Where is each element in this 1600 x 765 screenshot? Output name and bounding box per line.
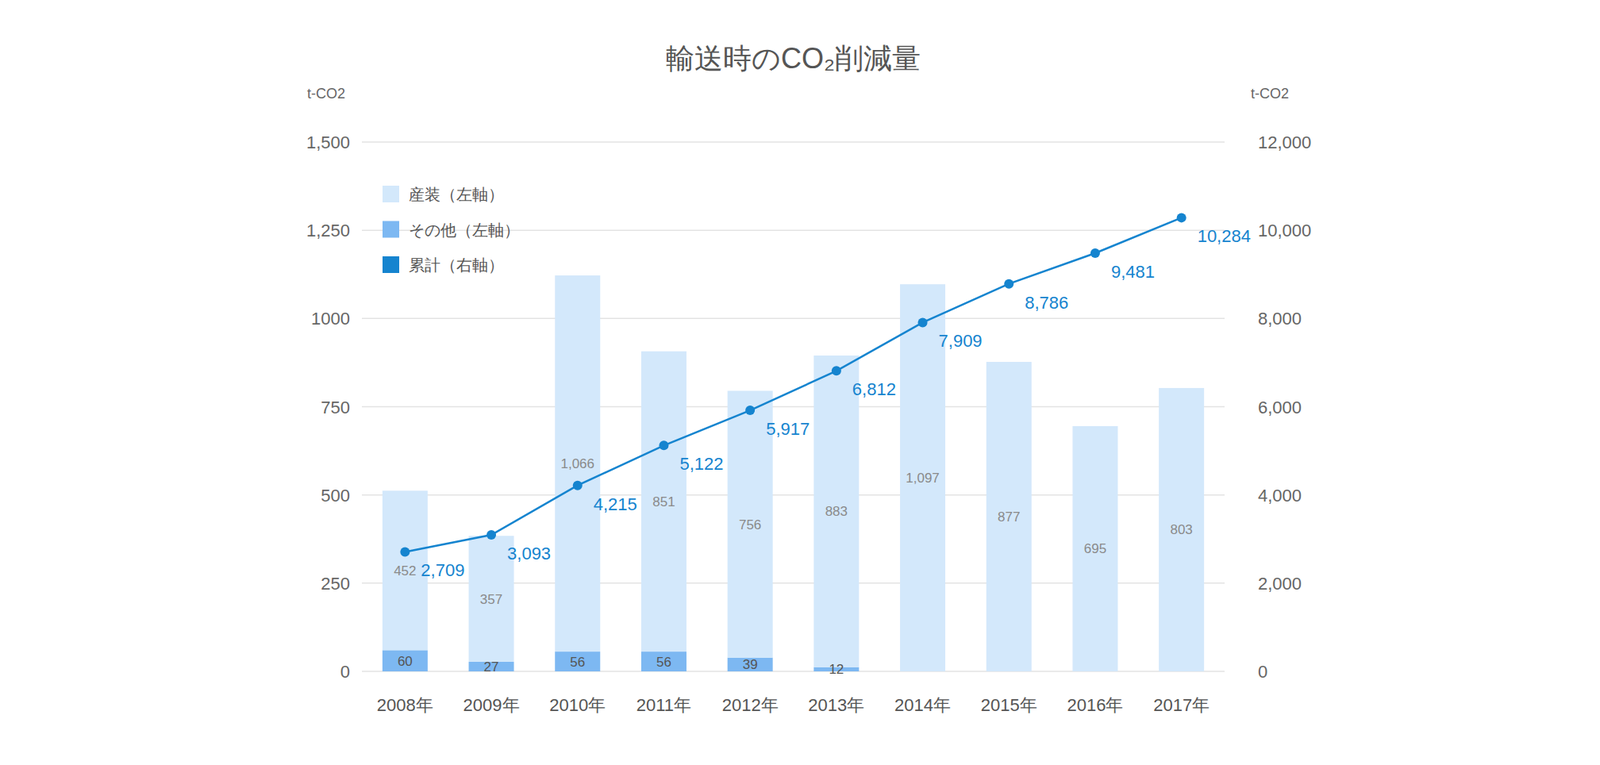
y2-axis-label: t-CO2	[1250, 85, 1289, 102]
line-label: 2,709	[420, 560, 465, 581]
bar-label: 851	[652, 494, 675, 510]
bar-label: 803	[1169, 522, 1193, 538]
y-tick-label: 750	[320, 397, 350, 418]
line-marker	[486, 530, 497, 540]
y2-tick-label: 12,000	[1257, 132, 1312, 153]
legend: 産装（左軸） その他（左軸） 累計（右軸）	[382, 185, 520, 274]
y-tick-label: 1000	[311, 308, 350, 329]
bar-label: 883	[825, 503, 848, 520]
bar-label: 56	[656, 654, 672, 670]
bar	[641, 351, 687, 652]
line-label: 5,917	[765, 419, 810, 439]
title: 輸送時のCO₂削減量	[665, 42, 921, 75]
bar-label: 39	[742, 657, 758, 673]
data-labels: 60 27 56 56 39 12 452 357 1,066 851 756 883 1,097 877…	[393, 226, 1251, 677]
grid-line	[361, 318, 1225, 320]
grid-line	[361, 406, 1225, 408]
bar-label: 12	[828, 661, 844, 677]
legend-swatch	[382, 185, 400, 203]
bar	[382, 650, 428, 672]
y2-tick	[1224, 582, 1230, 584]
plot-area	[382, 212, 1204, 672]
legend-label: その他（左軸）	[408, 221, 520, 239]
legend-label: 産装（左軸）	[408, 185, 504, 204]
y-tick-label: 0	[340, 661, 350, 682]
line-label: 3,093	[507, 543, 551, 564]
line-marker	[831, 365, 842, 376]
x-tick-label: 2008年	[376, 695, 434, 716]
x-tick-label: 2011年	[636, 695, 692, 716]
y2-tick-label: 4,000	[1257, 485, 1302, 506]
bar	[813, 355, 859, 668]
y2-tick	[1224, 671, 1230, 673]
y-axis-label: t-CO2	[307, 85, 346, 102]
y-tick-label: 500	[320, 485, 350, 506]
x-tick-label: 2014年	[894, 695, 951, 716]
y2-tick	[1224, 494, 1230, 496]
line-marker	[573, 480, 583, 491]
bar-label: 877	[997, 509, 1020, 525]
x-tick-label: 2009年	[463, 695, 520, 716]
y-tick-label: 1,250	[306, 220, 350, 241]
bar-label: 756	[738, 517, 762, 533]
x-tick-label: 2012年	[722, 695, 779, 716]
line-marker	[1176, 212, 1187, 223]
bar	[641, 651, 687, 672]
bar-label: 695	[1084, 541, 1107, 557]
line-label: 9,481	[1111, 261, 1155, 282]
y2-tick-label: 10,000	[1257, 220, 1312, 241]
x-tick-label: 2013年	[807, 695, 865, 716]
line	[404, 217, 1181, 552]
line-label: 6,812	[852, 379, 897, 400]
line-marker	[745, 405, 755, 416]
x-tick-label: 2016年	[1066, 695, 1124, 716]
y2-tick-label: 0	[1257, 661, 1268, 682]
chart: 輸送時のCO₂削減量 t-CO2 t-CO2 0 250 500 750 1000 1,250 1…	[0, 0, 1600, 765]
bar	[1072, 426, 1118, 672]
bar	[554, 275, 600, 652]
line-label: 4,215	[593, 494, 638, 515]
legend-swatch	[382, 221, 400, 239]
bar	[1158, 388, 1204, 672]
bar	[554, 651, 600, 672]
y2-tick	[1224, 406, 1230, 408]
bar-label: 60	[397, 653, 413, 670]
line-label: 5,122	[679, 453, 724, 474]
x-tick-label: 2015年	[980, 695, 1038, 716]
y2-tick-label: 8,000	[1257, 308, 1302, 329]
bar	[986, 361, 1032, 672]
bar-label: 56	[569, 654, 585, 670]
line-marker	[658, 440, 669, 450]
legend-swatch	[382, 256, 400, 274]
bar-label: 1,066	[560, 456, 595, 472]
bar-label: 357	[480, 592, 503, 608]
x-tick-label: 2017年	[1153, 695, 1210, 716]
x-tick-label: 2010年	[549, 695, 606, 716]
line-label: 7,909	[938, 330, 983, 351]
grid-line	[361, 141, 1225, 143]
y2-tick-label: 2,000	[1257, 573, 1302, 594]
y2-tick-label: 6,000	[1257, 397, 1302, 418]
bar-label: 452	[393, 563, 416, 579]
y2-tick	[1224, 318, 1230, 320]
y-tick-label: 1,500	[306, 132, 350, 153]
legend-label: 累計（右軸）	[408, 256, 504, 274]
line-label: 8,786	[1024, 292, 1069, 313]
bar-label: 27	[484, 659, 500, 675]
line-label: 10,284	[1197, 226, 1251, 247]
line-marker	[1003, 279, 1014, 289]
bar-label: 1,097	[905, 470, 940, 486]
y-tick-label: 250	[320, 573, 350, 594]
line-marker	[918, 317, 928, 327]
y2-tick	[1224, 142, 1230, 143]
line-marker	[400, 546, 410, 557]
line-marker	[1090, 248, 1100, 258]
